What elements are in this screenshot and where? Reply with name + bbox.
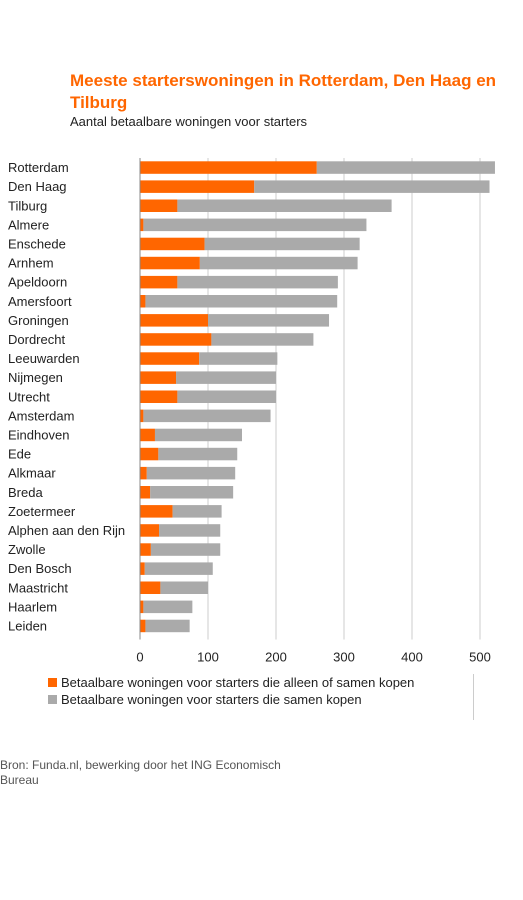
chart-subtitle: Aantal betaalbare woningen voor starters: [70, 114, 308, 129]
category-label: Leeuwarden: [8, 351, 80, 366]
bar-together: [176, 371, 276, 384]
bar-together: [158, 447, 238, 461]
chart-title: Meeste starterswoningen in Rotterdam, De…: [70, 71, 497, 112]
category-label: Nijmegen: [8, 370, 63, 385]
source-note: Bron: Funda.nl, bewerking door het ING E…: [0, 758, 281, 787]
bar-alone-or-together: [140, 619, 146, 633]
bar-together: [143, 409, 271, 423]
bar-alone-or-together: [140, 543, 151, 556]
bar-alone-or-together: [140, 466, 147, 480]
bar-alone-or-together: [140, 486, 151, 499]
bar-together: [177, 390, 276, 403]
bar-together: [143, 600, 193, 614]
category-label: Groningen: [8, 313, 69, 328]
bar-together: [208, 314, 330, 327]
bar-alone-or-together: [140, 161, 317, 174]
legend-label-series1: Betaalbare woningen voor starters die al…: [61, 675, 415, 690]
bar-alone-or-together: [140, 218, 144, 232]
x-tick-label: 100: [197, 650, 219, 665]
bar-together: [159, 524, 221, 537]
bar-together: [177, 275, 338, 289]
x-tick-label: 200: [265, 650, 287, 665]
bar-together: [145, 295, 338, 308]
category-label: Ede: [8, 447, 31, 462]
bar-together: [145, 619, 190, 633]
x-tick-label: 0: [136, 650, 143, 665]
category-label: Zwolle: [8, 542, 46, 557]
x-tick-label: 300: [333, 650, 355, 665]
category-label: Zoetermeer: [8, 504, 76, 519]
bar-alone-or-together: [140, 180, 255, 193]
bar-together: [143, 218, 367, 232]
bar-together: [150, 543, 221, 556]
legend-swatch-gray: [48, 695, 57, 704]
bar-alone-or-together: [140, 199, 178, 212]
bar-alone-or-together: [140, 390, 178, 403]
bar-together: [150, 486, 234, 499]
category-label: Utrecht: [8, 389, 50, 404]
bar-alone-or-together: [140, 428, 155, 442]
category-label: Den Haag: [8, 179, 67, 194]
legend-divider: [473, 674, 474, 720]
bar-together: [160, 581, 208, 594]
bar-alone-or-together: [140, 505, 173, 518]
bar-together: [211, 333, 314, 346]
category-label: Arnhem: [8, 256, 54, 271]
category-label: Alphen aan den Rijn: [8, 523, 125, 538]
legend-label-series2: Betaalbare woningen voor starters die sa…: [61, 692, 362, 707]
bar-alone-or-together: [140, 275, 178, 289]
bar-alone-or-together: [140, 447, 159, 461]
bar-alone-or-together: [140, 562, 145, 575]
bar-alone-or-together: [140, 524, 160, 537]
bar-together: [177, 199, 392, 212]
category-label: Dordrecht: [8, 332, 65, 347]
bar-together: [199, 256, 358, 270]
category-label: Amsterdam: [8, 408, 74, 423]
category-label: Enschede: [8, 236, 66, 251]
category-label: Amersfoort: [8, 294, 72, 309]
bar-alone-or-together: [140, 295, 146, 308]
bar-alone-or-together: [140, 581, 161, 594]
bar-together: [146, 466, 236, 480]
category-label: Eindhoven: [8, 427, 69, 442]
bar-alone-or-together: [140, 371, 177, 384]
bar-alone-or-together: [140, 314, 208, 327]
bar-together: [254, 180, 490, 193]
legend-item-series1: Betaalbare woningen voor starters die al…: [48, 674, 414, 691]
bar-together: [204, 237, 360, 251]
legend-item-series2: Betaalbare woningen voor starters die sa…: [48, 691, 414, 708]
bar-alone-or-together: [140, 600, 144, 614]
category-label: Alkmaar: [8, 466, 56, 481]
chart-legend: Betaalbare woningen voor starters die al…: [48, 674, 414, 708]
bar-together: [172, 505, 222, 518]
bar-alone-or-together: [140, 237, 205, 251]
bar-together: [199, 352, 278, 365]
category-label: Haarlem: [8, 599, 57, 614]
bar-together: [154, 428, 242, 442]
bar-together: [316, 161, 495, 174]
category-label: Apeldoorn: [8, 275, 67, 290]
bar-alone-or-together: [140, 352, 200, 365]
category-label: Leiden: [8, 618, 47, 633]
bar-alone-or-together: [140, 256, 200, 270]
category-label: Rotterdam: [8, 160, 69, 175]
stacked-bar-chart: Rotterdam Den Haag Tilburg Almere Enschede Ar…: [8, 158, 495, 665]
category-label: Den Bosch: [8, 561, 72, 576]
bar-alone-or-together: [140, 409, 144, 423]
category-label: Tilburg: [8, 198, 47, 213]
category-label: Breda: [8, 485, 43, 500]
x-tick-label: 500: [469, 650, 491, 665]
bar-alone-or-together: [140, 333, 212, 346]
category-label: Maastricht: [8, 580, 68, 595]
legend-swatch-orange: [48, 678, 57, 687]
bar-together: [144, 562, 213, 575]
x-tick-label: 400: [401, 650, 423, 665]
category-label: Almere: [8, 217, 49, 232]
